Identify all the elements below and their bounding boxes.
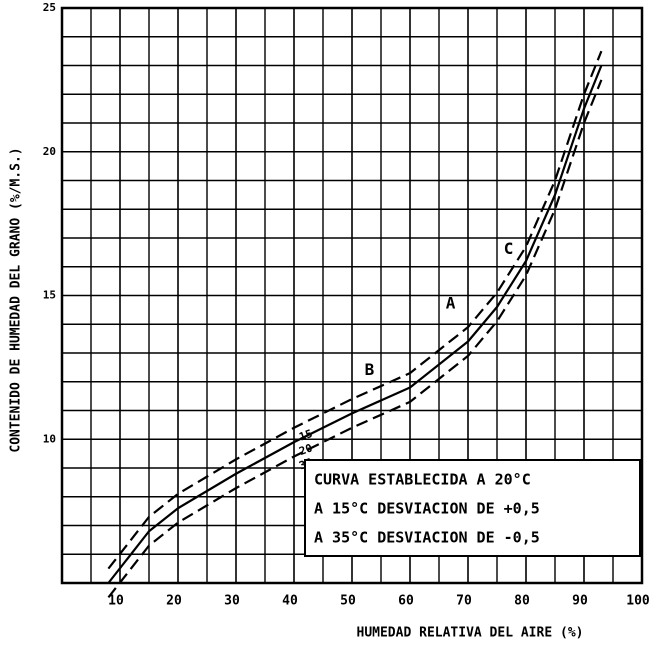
x-tick-label: 70 [456,594,472,609]
x-tick-label: 30 [224,594,240,609]
y-axis-label: CONTENIDO DE HUMEDAD DEL GRANO (%/M.S.) [9,147,24,452]
x-tick-label: 40 [282,594,298,609]
x-tick-label: 20 [166,594,182,609]
annotation: A [446,294,456,313]
curve-label: 20 [297,441,314,458]
legend-text: A 15°C DESVIACION DE +0,5 [314,500,540,518]
legend-text: CURVA ESTABLECIDA A 20°C [314,471,531,489]
x-tick-label: 80 [514,594,530,609]
legend-box [304,459,641,557]
plot-frame [60,6,644,585]
x-tick-label: 100 [626,594,650,609]
curve [107,50,603,570]
annotation: C [504,239,514,258]
annotation: B [365,360,375,379]
curve [107,65,603,584]
x-tick-label: 10 [108,594,124,609]
x-axis-label: HUMEDAD RELATIVA DEL AIRE (%) [357,626,584,641]
y-tick-label: 10 [43,432,56,445]
y-tick-label: 15 [43,289,56,302]
x-tick-label: 50 [340,594,356,609]
x-tick-label: 90 [572,594,588,609]
y-tick-label: 20 [43,145,56,158]
y-tick-label: 25 [43,1,56,14]
legend-text: A 35°C DESVIACION DE -0,5 [314,529,540,547]
curve [107,79,603,599]
x-tick-label: 60 [398,594,414,609]
